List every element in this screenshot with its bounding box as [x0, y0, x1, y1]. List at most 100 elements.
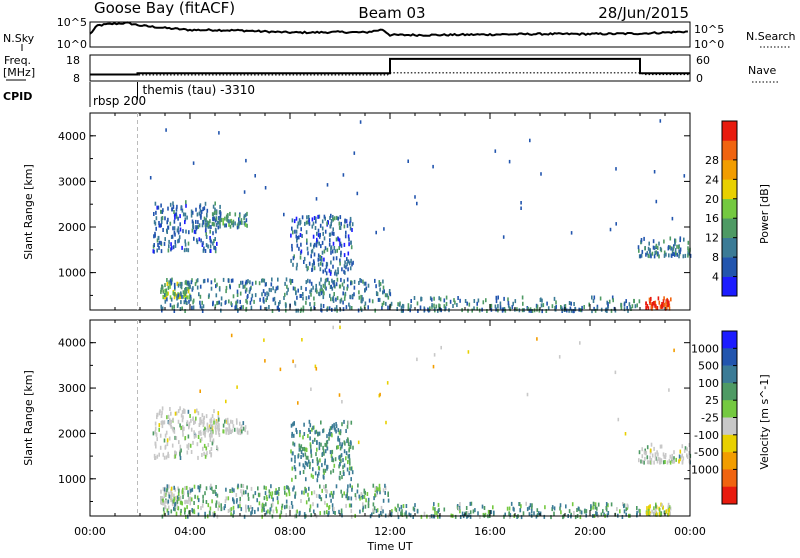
power-scatter-cell-375: [165, 288, 167, 293]
power-scatter-cell-901: [348, 242, 350, 247]
power-scatter-cell-62: [193, 236, 195, 241]
vel-scatter-cell-558: [245, 490, 247, 495]
power-colorbar-label-5: 24: [705, 173, 719, 186]
vel-scatter-cell-784: [309, 442, 312, 447]
vel-scatter-cell-1012: [544, 505, 546, 510]
vel-scatter-cell-1125: [528, 512, 531, 517]
power-scatter-cell-682: [187, 280, 189, 285]
vel-scatter-cell-622: [284, 505, 286, 510]
vel-colorbar-cell-4: [722, 400, 737, 418]
vel-scatter-cell-876: [349, 461, 351, 466]
power-scatter-cell-460: [259, 297, 261, 302]
power-scatter-cell-1221: [644, 246, 646, 251]
vel-scatter-cell-376: [335, 484, 338, 489]
vel-scatter-cell-587: [281, 503, 284, 508]
vel-scatter-cell-528: [272, 497, 274, 502]
power-scatter-cell-140: [171, 207, 173, 212]
power-scatter-speck-24: [683, 174, 686, 178]
power-scatter-speck-35: [353, 151, 356, 155]
power-scatter-cell-500: [374, 278, 376, 283]
vel-scatter-cell-1140: [459, 502, 461, 506]
power-scatter-cell-588: [335, 282, 338, 287]
power-scatter: [149, 119, 692, 314]
vel-scatter-speck-1: [673, 348, 675, 353]
power-scatter-cell-96: [174, 243, 177, 248]
power-scatter-cell-1199: [658, 254, 660, 259]
vel-scatter-cell-242: [218, 423, 220, 428]
power-scatter-cell-649: [279, 300, 281, 305]
vel-scatter-cell-521: [197, 512, 200, 517]
vel-scatter-cell-322: [164, 492, 167, 497]
power-scatter-speck-16: [653, 170, 656, 174]
vel-scatter-cell-801: [318, 446, 321, 451]
power-scatter-cell-1145: [494, 304, 497, 309]
vel-scatter-cell-364: [205, 500, 208, 504]
vel-scatter-cell-382: [384, 490, 386, 495]
vel-scatter-cell-557: [285, 499, 288, 504]
vel-scatter-cell-981: [583, 509, 586, 514]
vel-scatter-cell-516: [166, 484, 169, 489]
power-scatter-cell-418: [332, 295, 335, 300]
vel-scatter-cell-720: [191, 508, 193, 513]
vel-scatter-cell-117: [193, 432, 196, 437]
power-scatter-cell-299: [179, 295, 182, 300]
vel-scatter-cell-1143: [490, 510, 493, 515]
vel-scatter-speck-15: [385, 420, 387, 425]
vel-scatter-cell-1037: [434, 507, 436, 512]
vel-scatter-cell-704: [167, 499, 170, 504]
vel-scatter-cell-789: [340, 459, 342, 464]
power-scatter-cell-1105: [439, 297, 442, 302]
power-scatter-speck-22: [502, 235, 505, 239]
vel-scatter-cell-1118: [539, 511, 542, 516]
power-scatter-cell-738: [348, 261, 351, 266]
power-scatter-cell-641: [261, 278, 263, 283]
vel-scatter-cell-646: [269, 510, 271, 515]
power-scatter-cell-928: [296, 262, 298, 267]
vel-scatter-cell-148: [174, 411, 177, 416]
power-scatter-cell-833: [298, 246, 300, 251]
vel-scatter-cell-652: [210, 483, 212, 488]
power-scatter-cell-66: [216, 241, 218, 246]
vel-scatter-cell-589: [308, 486, 310, 491]
vel-scatter-cell-1097: [623, 509, 626, 514]
power-scatter-cell-698: [239, 299, 241, 304]
power-scatter-cell-726: [345, 305, 348, 310]
vel-scatter-cell-1248: [667, 505, 670, 510]
power-scatter-cell-633: [302, 305, 305, 310]
power-scatter-cell-262: [244, 222, 247, 227]
vel-scatter-cell-268: [240, 424, 243, 429]
vel-scatter-speck-19: [315, 367, 318, 371]
power-scatter-cell-1280: [659, 304, 662, 309]
vel-scatter-cell-594: [183, 507, 186, 512]
power-scatter-cell-959: [538, 308, 541, 313]
power-scatter-cell-715: [218, 300, 220, 305]
power-scatter-cell-550: [179, 281, 182, 286]
vel-scatter-cell-55: [161, 424, 164, 429]
vel-scatter-cell-651: [333, 506, 335, 511]
power-scatter-cell-830: [310, 249, 313, 254]
vel-scatter-speck-20: [230, 333, 233, 338]
power-scatter-cell-477: [192, 305, 195, 310]
power-scatter-cell-1117: [497, 304, 499, 309]
vel-scatter-cell-598: [291, 504, 294, 509]
power-scatter-cell-1238: [687, 248, 690, 253]
noise-panel-frame: [89, 21, 691, 48]
cpid-segment-themis: themis (tau) -3310: [143, 83, 256, 97]
vel-scatter-cell-522: [271, 494, 273, 499]
power-scatter-cell-831: [329, 224, 332, 229]
vel-scatter-speck-2: [292, 359, 294, 364]
vel-scatter-cell-87: [170, 419, 172, 424]
time-tick-label-0: 00:00: [74, 525, 106, 538]
vel-scatter-cell-133: [171, 443, 174, 448]
vel-scatter-cell-636: [160, 496, 162, 500]
power-scatter-cell-15: [183, 248, 186, 253]
power-scatter-cell-177: [155, 216, 158, 221]
vel-scatter-cell-740: [341, 422, 343, 427]
vel-scatter-cell-1202: [638, 458, 640, 463]
power-scatter-cell-758: [351, 228, 353, 232]
vel-colorbar-cell-6: [722, 434, 737, 453]
vel-scatter-cell-964: [619, 509, 621, 514]
vel-scatter-cell-1124: [466, 514, 468, 519]
power-scatter-cell-161: [196, 212, 199, 217]
